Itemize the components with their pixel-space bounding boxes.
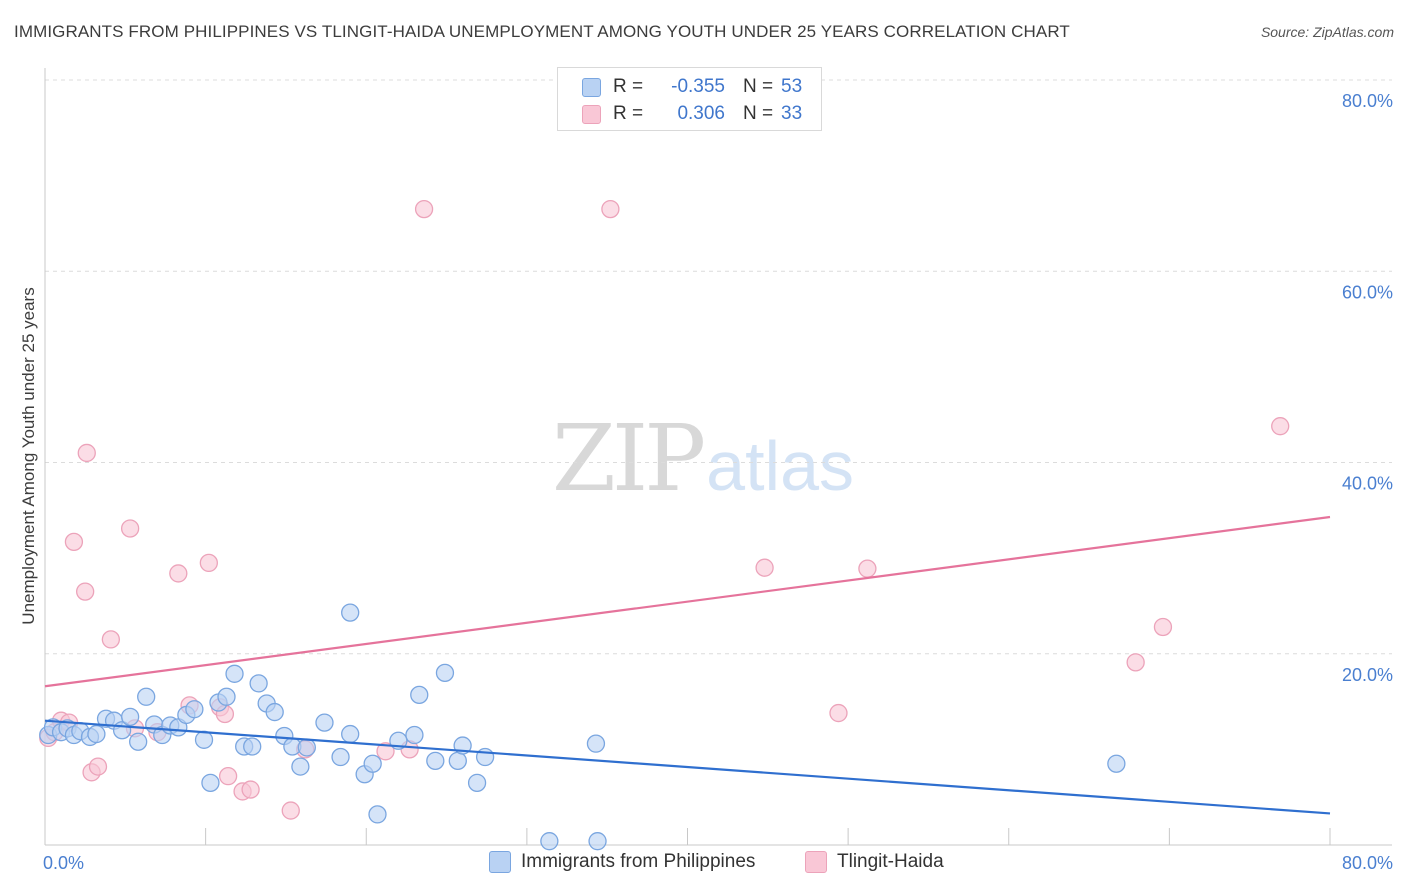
tlingit-haida-point xyxy=(76,582,95,601)
philippines-point xyxy=(341,603,360,622)
axis-labels: 20.0% 40.0% 60.0% 80.0% 0.0% 80.0% Unemploymen… xyxy=(19,91,1393,873)
philippines-point xyxy=(297,738,316,757)
bottom-legend-label: Immigrants from Philippines xyxy=(521,851,756,872)
x-tick-label: 80.0% xyxy=(1342,853,1393,873)
tlingit-haida-point xyxy=(376,742,395,761)
bottom-legend-swatch-pink xyxy=(805,851,827,873)
y-tick-label: 60.0% xyxy=(1342,282,1393,302)
legend-row-philippines: R = -0.355 N = 53 xyxy=(582,75,802,99)
tlingit-haida-point xyxy=(199,553,218,573)
tlingit-haida-point xyxy=(1126,653,1145,672)
bottom-legend-philippines: Immigrants from Philippines xyxy=(489,851,755,873)
philippines-point xyxy=(129,732,148,751)
legend-r-label: R = xyxy=(613,103,644,124)
bottom-legend-tlingit: Tlingit-Haida xyxy=(805,851,944,873)
tlingit-haida-point xyxy=(1153,617,1173,637)
philippines-point xyxy=(588,832,607,851)
tlingit-haida-point xyxy=(169,564,188,583)
philippines-point xyxy=(120,707,140,727)
legend-n-label: N = xyxy=(743,103,774,124)
chart-title: IMMIGRANTS FROM PHILIPPINES VS TLINGIT-H… xyxy=(14,22,1070,41)
bottom-legend-label: Tlingit-Haida xyxy=(837,851,944,872)
legend-row-tlingit: R = 0.306 N = 33 xyxy=(582,102,802,126)
series-tlingit-haida xyxy=(39,199,1290,820)
legend-r-value: -0.355 xyxy=(671,76,725,97)
philippines-point xyxy=(87,724,106,744)
trend-line-philippines xyxy=(44,719,1331,815)
philippines-point xyxy=(331,747,350,767)
grid xyxy=(45,79,1392,655)
tlingit-haida-point xyxy=(101,630,121,649)
y-axis-title: Unemployment Among Youth under 25 years xyxy=(19,287,38,624)
legend-n-value: 33 xyxy=(781,103,803,124)
watermark: ZIPatlas xyxy=(552,405,854,512)
y-tick-label: 40.0% xyxy=(1342,474,1393,494)
legend-n-label: N = xyxy=(743,76,774,97)
philippines-point xyxy=(435,663,455,683)
philippines-point xyxy=(448,751,467,770)
legend-r-value: 0.306 xyxy=(677,103,725,124)
series-immigrants-from-philippines xyxy=(39,603,1126,851)
tlingit-haida-point xyxy=(77,443,96,463)
correlation-legend: R = -0.355 N = 53 R = 0.306 N = 33 xyxy=(557,67,822,131)
tlingit-haida-point xyxy=(218,767,238,786)
y-tick-label: 80.0% xyxy=(1342,91,1393,111)
philippines-point xyxy=(194,730,214,749)
tlingit-haida-point xyxy=(64,532,84,552)
legend-swatch-pink xyxy=(582,104,601,124)
legend-r-label: R = xyxy=(613,76,644,97)
philippines-point xyxy=(185,700,204,719)
philippines-point xyxy=(363,754,382,773)
philippines-point xyxy=(410,685,429,705)
trend-line-tlingit-haida xyxy=(44,515,1331,688)
tlingit-haida-point xyxy=(829,703,848,723)
philippines-point xyxy=(243,737,262,756)
y-tick-label: 20.0% xyxy=(1342,665,1393,685)
philippines-point xyxy=(225,664,244,683)
philippines-point xyxy=(137,687,156,706)
source-credit: Source: ZipAtlas.com xyxy=(1260,24,1394,40)
legend-n-value: 53 xyxy=(781,76,803,97)
tlingit-haida-point xyxy=(755,558,774,577)
philippines-point xyxy=(217,687,236,706)
philippines-point xyxy=(341,724,360,744)
axes xyxy=(44,68,1392,846)
tlingit-haida-point xyxy=(858,559,877,578)
philippines-point xyxy=(368,805,387,824)
watermark-atlas: atlas xyxy=(706,427,855,505)
philippines-point xyxy=(426,751,445,770)
tlingit-haida-point xyxy=(241,780,260,799)
philippines-point xyxy=(540,832,559,851)
philippines-point xyxy=(265,702,284,722)
philippines-point xyxy=(586,734,606,753)
philippines-point xyxy=(201,773,220,792)
x-tick-label: 0.0% xyxy=(43,853,84,873)
tlingit-haida-point xyxy=(1271,417,1290,436)
philippines-point xyxy=(405,725,424,745)
tlingit-haida-point xyxy=(601,199,620,219)
tlingit-haida-point xyxy=(88,757,108,776)
tlingit-haida-point xyxy=(120,519,140,538)
philippines-point xyxy=(249,674,268,693)
tlingit-haida-point xyxy=(281,801,300,820)
tlingit-haida-point xyxy=(414,199,434,219)
legend-swatch-blue xyxy=(582,77,601,97)
philippines-point xyxy=(1107,754,1126,773)
philippines-point xyxy=(315,713,334,732)
philippines-point xyxy=(467,773,487,792)
trend-lines xyxy=(44,515,1331,815)
bottom-legend-swatch-blue xyxy=(489,851,511,873)
watermark-zip: ZIP xyxy=(552,405,706,512)
philippines-point xyxy=(291,757,310,776)
